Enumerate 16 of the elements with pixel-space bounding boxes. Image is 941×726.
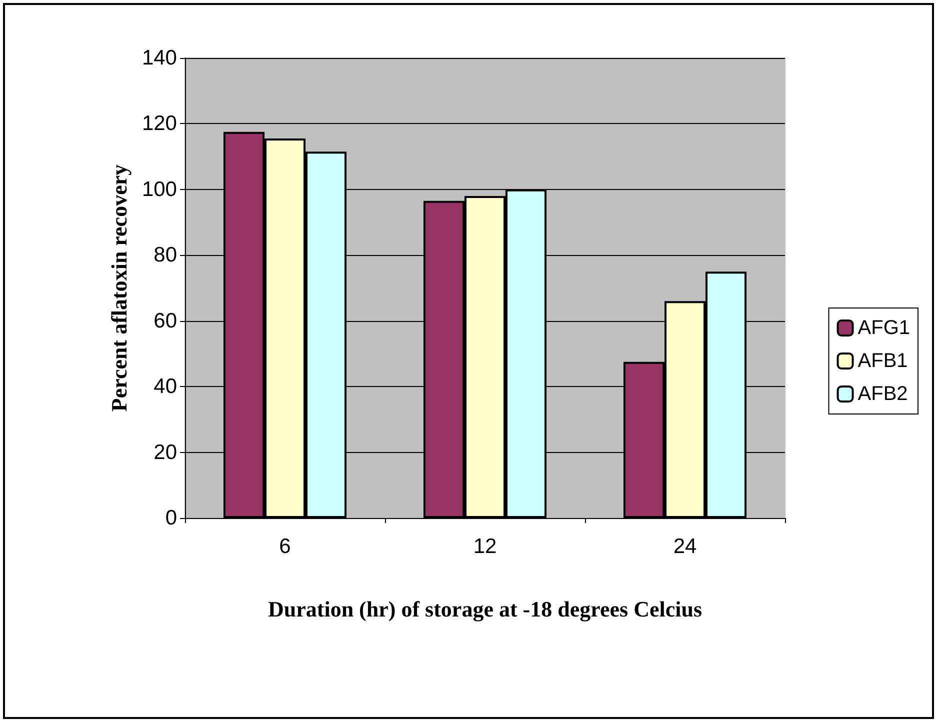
- x-axis-title: Duration (hr) of storage at -18 degrees Celcius: [268, 596, 702, 622]
- legend-label: AFG1: [858, 317, 910, 339]
- y-tick-label: 120: [142, 112, 177, 136]
- y-tick-label: 140: [142, 46, 177, 70]
- y-tick-label: 80: [154, 244, 177, 267]
- legend-label: AFB2: [858, 383, 908, 405]
- y-tick-label: 40: [154, 375, 177, 398]
- y-tick-label: 100: [142, 178, 177, 201]
- y-tick-label: 60: [154, 309, 177, 332]
- legend-label: AFB1: [858, 350, 908, 372]
- x-tick-label: 12: [473, 535, 497, 558]
- x-tick-label: 24: [673, 535, 697, 558]
- y-tick-label: 0: [165, 506, 177, 530]
- x-tick-label: 6: [279, 535, 291, 558]
- y-tick-label: 20: [154, 440, 177, 464]
- y-axis-title: Percent aflatoxin recovery: [106, 164, 132, 412]
